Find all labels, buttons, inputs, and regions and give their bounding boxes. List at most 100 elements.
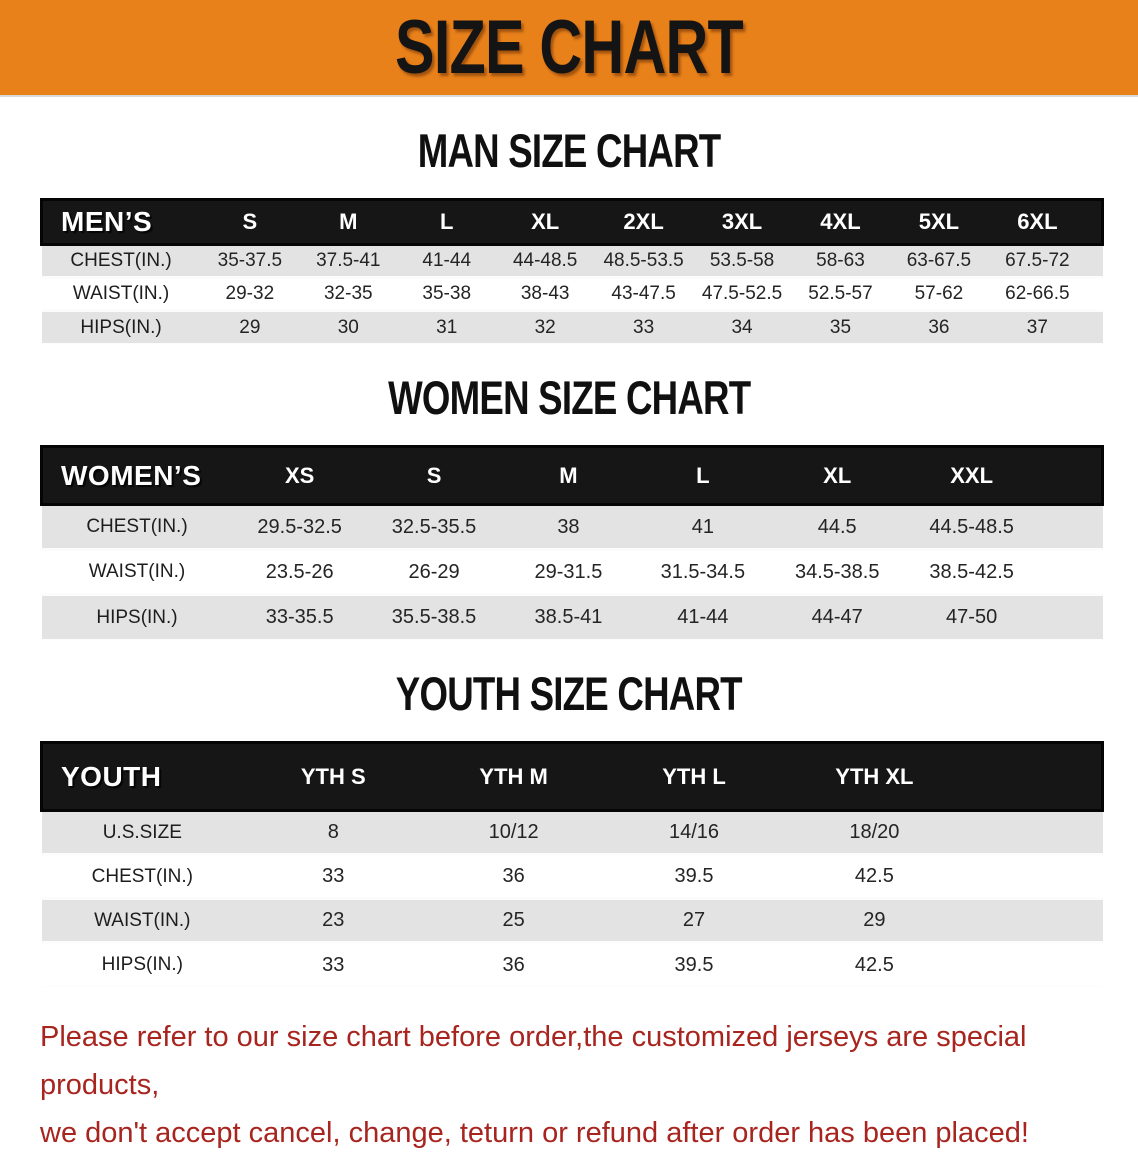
column-header: YTH M	[479, 763, 548, 789]
cell-value: 47-50	[946, 606, 998, 628]
cell-value: 23	[322, 909, 345, 931]
cell-value: 31.5-34.5	[660, 560, 746, 583]
table-body: U.S.SIZE 8 10/12 14/16 18/20 CHEST(IN.) 33 36 39…	[41, 810, 1103, 987]
spacer-cell	[1087, 311, 1103, 344]
cell-value: 34	[731, 316, 753, 338]
cell-value: 31	[436, 316, 458, 338]
cell-value: 41-44	[677, 606, 729, 628]
column-header: XL	[823, 462, 852, 488]
cell-value: 33	[322, 865, 345, 887]
column-header: S	[242, 209, 258, 234]
size-section-mens: MAN SIZE CHART MEN’S S M L XL 2XL 3XL 4XL 5XL 6XL C…	[0, 123, 1138, 344]
cell-value: 37.5-41	[316, 250, 381, 271]
cell-value: 42.5	[854, 953, 894, 976]
cell-value: 67.5-72	[1005, 250, 1070, 271]
cell-value: 62-66.5	[1005, 283, 1070, 304]
disclaimer-line-2: we don't accept cancel, change, teturn o…	[40, 1117, 1029, 1149]
spacer-cell	[965, 855, 1103, 899]
table-head: MEN’S S M L XL 2XL 3XL 4XL 5XL 6XL	[41, 199, 1103, 245]
table-body: CHEST(IN.) 29.5-32.5 32.5-35.5 38 41 44.5 44.5…	[41, 504, 1103, 640]
cell-value: 8	[327, 821, 339, 843]
cell-value: 36	[502, 953, 525, 976]
spacer-cell	[1087, 245, 1103, 278]
cell-value: 29	[239, 316, 261, 338]
section-heading-mens: MAN SIZE CHART	[0, 123, 1138, 178]
size-chart-sections: MAN SIZE CHART MEN’S S M L XL 2XL 3XL 4XL 5XL 6XL C…	[0, 123, 1138, 987]
size-section-womens: WOMEN SIZE CHART WOMEN’S XS S M L XL XXL CHEST(I…	[0, 370, 1138, 640]
cell-value: 29-31.5	[534, 560, 603, 583]
cell-value: 38.5-42.5	[929, 560, 1014, 583]
cell-value: 36	[928, 316, 950, 338]
cell-value: 35-38	[422, 283, 472, 304]
size-table-womens: WOMEN’S XS S M L XL XXL CHEST(IN.) 29.5-32.5 32.5…	[40, 445, 1104, 640]
column-header: 5XL	[918, 209, 960, 234]
table-row: HIPS(IN.) 33-35.5 35.5-38.5 38.5-41 41-44 44-…	[41, 594, 1103, 640]
section-heading-text: MAN SIZE CHART	[417, 124, 721, 177]
row-label: WAIST(IN.)	[88, 561, 186, 582]
row-label: WAIST(IN.)	[94, 909, 191, 931]
spacer-cell	[1039, 447, 1103, 505]
spacer-cell	[1087, 278, 1103, 311]
cell-value: 33-35.5	[265, 606, 334, 628]
cell-value: 18/20	[849, 821, 900, 843]
cell-value: 29.5-32.5	[257, 515, 342, 538]
corner-label: WOMEN’S	[61, 459, 202, 491]
table-head: YOUTH YTH S YTH M YTH L YTH XL	[41, 742, 1103, 811]
column-header: 2XL	[623, 209, 664, 234]
column-header: M	[559, 462, 578, 488]
table-head: WOMEN’S XS S M L XL XXL	[41, 446, 1103, 505]
column-header: YTH S	[300, 763, 366, 789]
column-header: L	[440, 209, 454, 234]
row-label: CHEST(IN.)	[86, 516, 188, 537]
size-section-youth: YOUTH SIZE CHART YOUTH YTH S YTH M YTH L YTH …	[0, 666, 1138, 987]
table-header-row: YOUTH YTH S YTH M YTH L YTH XL	[41, 742, 1103, 811]
cell-value: 32.5-35.5	[391, 515, 477, 538]
cell-value: 26-29	[408, 560, 460, 583]
row-label: HIPS(IN.)	[96, 606, 178, 628]
cell-value: 29-32	[225, 283, 275, 304]
column-header: M	[339, 209, 358, 234]
cell-value: 63-67.5	[906, 250, 972, 271]
spacer-cell	[1039, 595, 1103, 640]
row-label: WAIST(IN.)	[72, 283, 170, 304]
size-table-youth: YOUTH YTH S YTH M YTH L YTH XL U.S.SIZE 8 10/12…	[40, 741, 1104, 987]
cell-value: 34.5-38.5	[794, 560, 880, 583]
cell-value: 39.5	[674, 953, 714, 976]
cell-value: 43-47.5	[611, 283, 676, 304]
cell-value: 58-63	[816, 250, 865, 271]
cell-value: 53.5-58	[709, 250, 775, 271]
section-heading-text: YOUTH SIZE CHART	[396, 667, 743, 720]
cell-value: 39.5	[674, 865, 714, 887]
cell-value: 38-43	[520, 283, 570, 304]
cell-value: 27	[682, 909, 706, 931]
table-row: WAIST(IN.) 29-32 32-35 35-38 38-43 43-47.5 47.…	[41, 277, 1103, 311]
column-header: 4XL	[820, 209, 861, 234]
table-header-row: MEN’S S M L XL 2XL 3XL 4XL 5XL 6XL	[41, 199, 1103, 245]
corner-label: YOUTH	[61, 760, 162, 792]
cell-value: 35	[829, 316, 852, 338]
table-header-row: WOMEN’S XS S M L XL XXL	[41, 446, 1103, 505]
cell-value: 38	[557, 515, 580, 538]
cell-value: 29	[863, 909, 886, 931]
table-row: HIPS(IN.) 29 30 31 32 33 34 35 36 37	[41, 310, 1103, 344]
size-chart-banner: SIZE CHART	[0, 0, 1138, 97]
column-header: XS	[284, 462, 315, 488]
cell-value: 41	[691, 515, 714, 538]
table-row: U.S.SIZE 8 10/12 14/16 18/20	[41, 810, 1103, 855]
disclaimer: Please refer to our size chart before or…	[40, 1013, 1138, 1157]
column-header: YTH XL	[835, 763, 914, 789]
cell-value: 41-44	[422, 250, 472, 271]
cell-value: 44-48.5	[512, 250, 578, 271]
cell-value: 35-37.5	[217, 250, 283, 271]
cell-value: 14/16	[668, 821, 720, 843]
cell-value: 36	[502, 865, 525, 887]
cell-value: 42.5	[854, 865, 894, 887]
row-label: CHEST(IN.)	[70, 250, 172, 271]
corner-label: MEN’S	[61, 206, 153, 237]
disclaimer-line-1: Please refer to our size chart before or…	[40, 1021, 1027, 1101]
table-row: WAIST(IN.) 23 25 27 29	[41, 898, 1103, 943]
cell-value: 10/12	[488, 821, 539, 843]
section-heading-text: WOMEN SIZE CHART	[387, 371, 751, 424]
cell-value: 25	[502, 909, 525, 931]
column-header: YTH L	[662, 763, 726, 789]
